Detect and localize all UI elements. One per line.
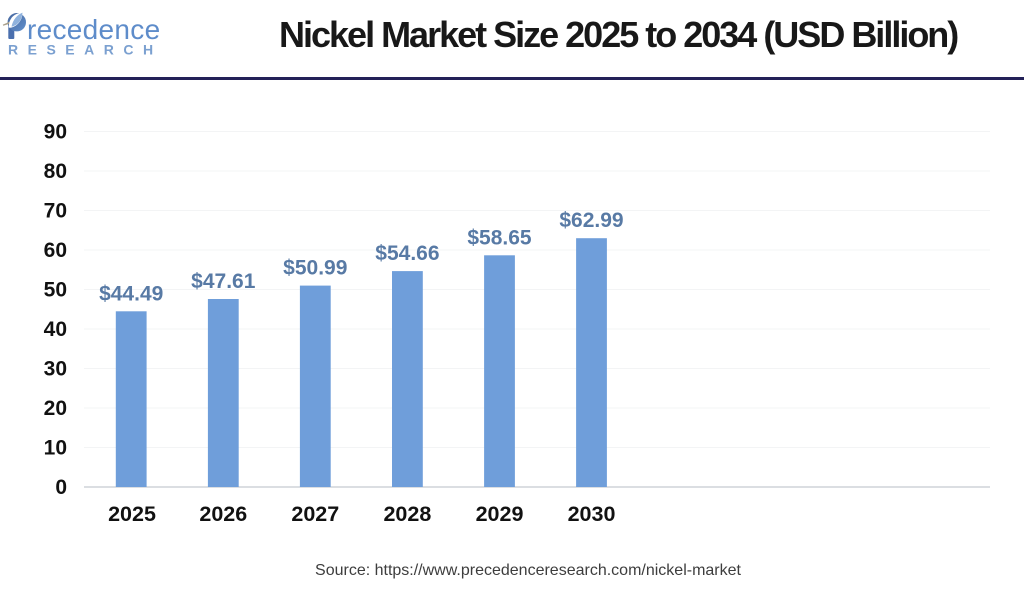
svg-text:2030: 2030 xyxy=(568,502,616,526)
svg-text:2029: 2029 xyxy=(476,502,524,526)
svg-text:RESEARCH: RESEARCH xyxy=(8,41,163,57)
svg-text:40: 40 xyxy=(44,318,67,341)
svg-text:50: 50 xyxy=(44,279,67,302)
svg-text:90: 90 xyxy=(44,121,67,144)
svg-text:2028: 2028 xyxy=(383,502,431,526)
svg-text:$54.66: $54.66 xyxy=(375,242,439,265)
svg-text:2027: 2027 xyxy=(291,502,339,526)
svg-text:70: 70 xyxy=(44,200,67,223)
svg-text:10: 10 xyxy=(44,437,67,460)
svg-text:$47.61: $47.61 xyxy=(191,270,256,293)
svg-text:$44.49: $44.49 xyxy=(99,282,163,305)
svg-text:$62.99: $62.99 xyxy=(559,209,623,232)
svg-text:2025: 2025 xyxy=(108,502,156,526)
svg-text:$50.99: $50.99 xyxy=(283,257,347,280)
svg-text:0: 0 xyxy=(55,476,67,499)
svg-text:80: 80 xyxy=(44,160,67,183)
svg-text:20: 20 xyxy=(44,397,67,420)
svg-text:30: 30 xyxy=(44,358,67,381)
svg-text:60: 60 xyxy=(44,239,67,262)
svg-text:2026: 2026 xyxy=(199,502,247,526)
svg-text:$58.65: $58.65 xyxy=(467,226,532,249)
svg-text:recedence: recedence xyxy=(27,14,160,45)
